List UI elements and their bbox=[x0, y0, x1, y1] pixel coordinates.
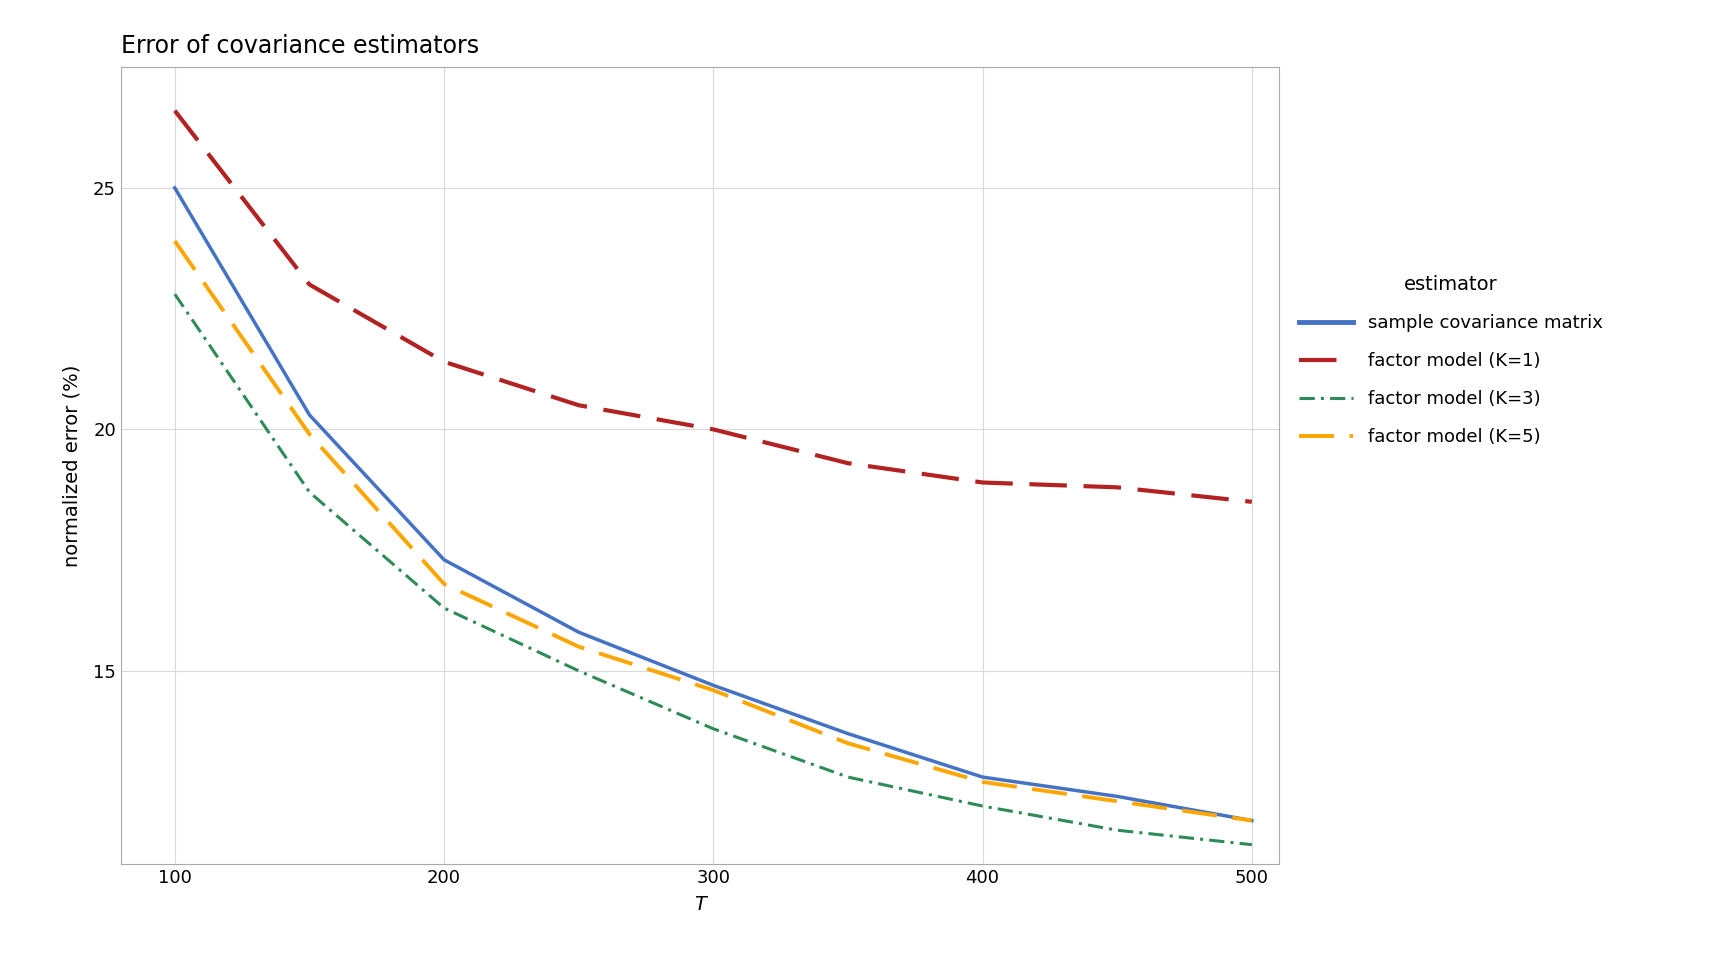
Legend: sample covariance matrix, factor model (K=1), factor model (K=3), factor model (: sample covariance matrix, factor model (… bbox=[1299, 276, 1604, 445]
X-axis label: T: T bbox=[695, 895, 705, 914]
Text: Error of covariance estimators: Error of covariance estimators bbox=[121, 35, 479, 59]
Y-axis label: normalized error (%): normalized error (%) bbox=[62, 365, 81, 566]
